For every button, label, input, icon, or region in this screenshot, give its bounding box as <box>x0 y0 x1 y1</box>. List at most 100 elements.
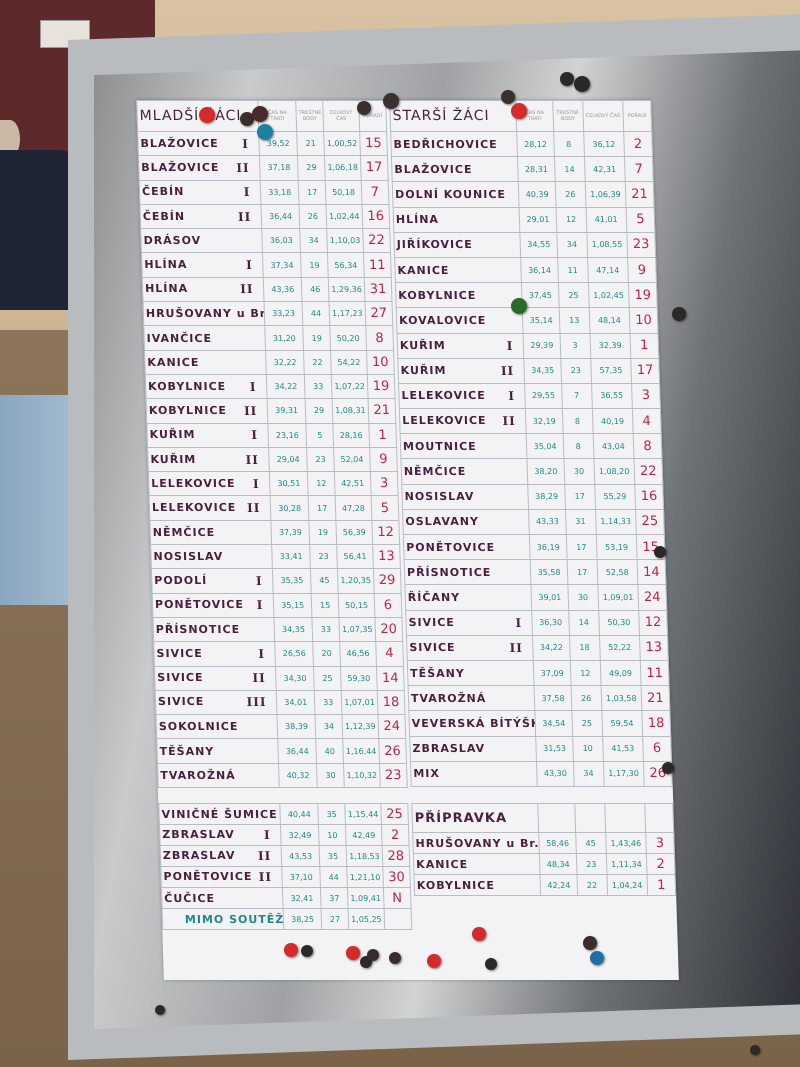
total-time: 1,09,41 <box>347 887 384 909</box>
team-name: KOVALOVICE <box>398 313 487 327</box>
magnet-icon <box>301 945 313 957</box>
rank: 27 <box>364 301 393 326</box>
team-number: I <box>258 646 266 661</box>
team-name-cell: DOLNÍ KOUNICE <box>392 181 520 208</box>
penalty-points: 27 <box>321 908 349 930</box>
team-name-cell: ZBRASLAV II <box>160 845 283 867</box>
team-name-cell: MOUTNICE <box>400 433 528 459</box>
team-name-cell: VEVERSKÁ BÍTÝŠKA <box>408 710 537 736</box>
total-time: 47,14 <box>587 257 629 283</box>
team-name: KUŘIM <box>399 338 446 352</box>
team-name-cell: MIMO SOUTĚŽ <box>162 908 285 930</box>
team-number: II <box>509 640 524 655</box>
time-on-track: 38,29 <box>528 484 566 510</box>
table-row: HRUŠOVANY u Br. 58,46 45 1,43,46 3 <box>412 832 675 854</box>
rank: 8 <box>365 325 394 351</box>
time-on-track: 43,33 <box>529 509 566 535</box>
total-time: 59,54 <box>601 710 643 736</box>
time-on-track: 29,01 <box>519 207 557 233</box>
total-time: 42,49 <box>345 824 382 846</box>
penalty-points: 29 <box>305 398 334 424</box>
table-row: PONĚTOVICE 36,19 17 53,19 15 <box>403 534 666 560</box>
team-name-cell: PŘÍSNOTICE <box>404 559 532 585</box>
team-name: SIVICE <box>408 615 456 629</box>
rank: 4 <box>375 641 404 667</box>
time-on-track: 36,14 <box>521 257 559 283</box>
team-number: II <box>257 849 272 863</box>
table-row: VINIČNÉ ŠUMICE 40,44 35 1,15,44 25 <box>158 803 409 825</box>
table-row: HLÍNA 29,01 12 41,01 5 <box>393 207 655 233</box>
table-row: NOSISLAV 33,41 23 56,41 13 <box>150 544 401 569</box>
total-time: 1,04,24 <box>606 874 648 896</box>
magnet-icon <box>511 103 527 119</box>
penalty-points: 29 <box>297 155 326 181</box>
rank: N <box>383 887 412 909</box>
rank: 12 <box>638 610 668 636</box>
team-name-cell: IVANČICE <box>143 325 266 351</box>
rank: 10 <box>629 307 658 333</box>
team-name: KOBYLNICE <box>398 288 477 302</box>
penalty-points: 11 <box>557 257 589 283</box>
total-time: 1,29,36 <box>328 277 365 302</box>
mladsi-zaci-table: MLADŠÍ ŽÁCI ČAS NA TRATI TRESTNÉ BODY CE… <box>136 100 408 788</box>
penalty-points: 34 <box>315 714 343 739</box>
total-time: 59,30 <box>340 666 377 691</box>
total-time: 1,08,55 <box>586 232 628 258</box>
team-number: II <box>245 452 260 467</box>
team-name: VINIČNÉ ŠUMICE <box>161 807 278 821</box>
team-name: TVAROŽNÁ <box>410 691 487 705</box>
magnet-icon <box>383 93 399 109</box>
magnet-icon <box>427 954 441 968</box>
rank: 22 <box>633 458 663 485</box>
time-on-track: 31,53 <box>536 736 574 762</box>
team-name-cell: ZBRASLAV <box>409 736 537 762</box>
team-number: II <box>502 414 516 429</box>
table-row: KOBYLNICE II 39,31 29 1,08,31 21 <box>146 398 396 424</box>
team-name: SIVICE <box>156 646 203 660</box>
team-name: TVAROŽNÁ <box>160 768 236 782</box>
total-time: 42,31 <box>584 156 626 182</box>
team-name: ZBRASLAV <box>162 849 236 862</box>
rank: 14 <box>636 559 666 585</box>
rank: 31 <box>364 277 393 302</box>
total-time: 40,19 <box>592 408 634 434</box>
magnet-icon <box>472 927 486 941</box>
team-number: I <box>255 573 263 588</box>
team-name-cell: HRUŠOVANY u Br. <box>412 832 540 854</box>
table-row: ŘÍČANY 39,01 30 1,09,01 24 <box>404 584 667 611</box>
magnet-icon <box>750 1045 760 1055</box>
team-number: II <box>252 671 266 686</box>
rank: 11 <box>363 252 392 278</box>
team-number: I <box>256 598 264 613</box>
rank: 13 <box>639 635 669 661</box>
rank: 14 <box>376 666 405 691</box>
rank: 21 <box>625 181 655 208</box>
team-name-cell: KUŘIM I <box>396 333 525 359</box>
team-name-cell: BLAŽOVICE <box>391 156 519 182</box>
total-time: 42,51 <box>334 471 371 496</box>
team-name: KUŘIM <box>400 363 447 377</box>
time-on-track: 29,39 <box>523 333 561 359</box>
team-name-cell: HRUŠOVANY u Br. <box>143 301 266 326</box>
total-time: 48,14 <box>588 307 630 333</box>
total-time: 56,34 <box>327 252 365 278</box>
penalty-points: 44 <box>302 301 330 326</box>
time-on-track: 48,34 <box>539 853 577 875</box>
table-row: TĚŠANY 37,09 12 49,09 11 <box>407 660 670 686</box>
team-name-cell: BEDŘICHOVICE <box>390 131 518 157</box>
team-name-cell: HLÍNA II <box>142 277 265 302</box>
penalty-points: 17 <box>564 484 596 510</box>
rank: 18 <box>376 690 405 715</box>
rank: 19 <box>628 282 658 308</box>
team-name: BLAŽOVICE <box>140 136 219 150</box>
penalty-points: 19 <box>308 520 337 545</box>
penalty-points: 34 <box>299 228 328 253</box>
team-name: KUŘIM <box>150 452 197 466</box>
team-name: NOSISLAV <box>404 490 475 504</box>
rank <box>383 908 412 930</box>
penalty-points: 8 <box>553 131 585 157</box>
team-name: NĚMČICE <box>403 465 467 479</box>
total-time: 1,06,39 <box>584 181 626 208</box>
penalty-points: 15 <box>311 593 340 618</box>
pripravka-title-row: PŘÍPRAVKA <box>411 803 674 833</box>
